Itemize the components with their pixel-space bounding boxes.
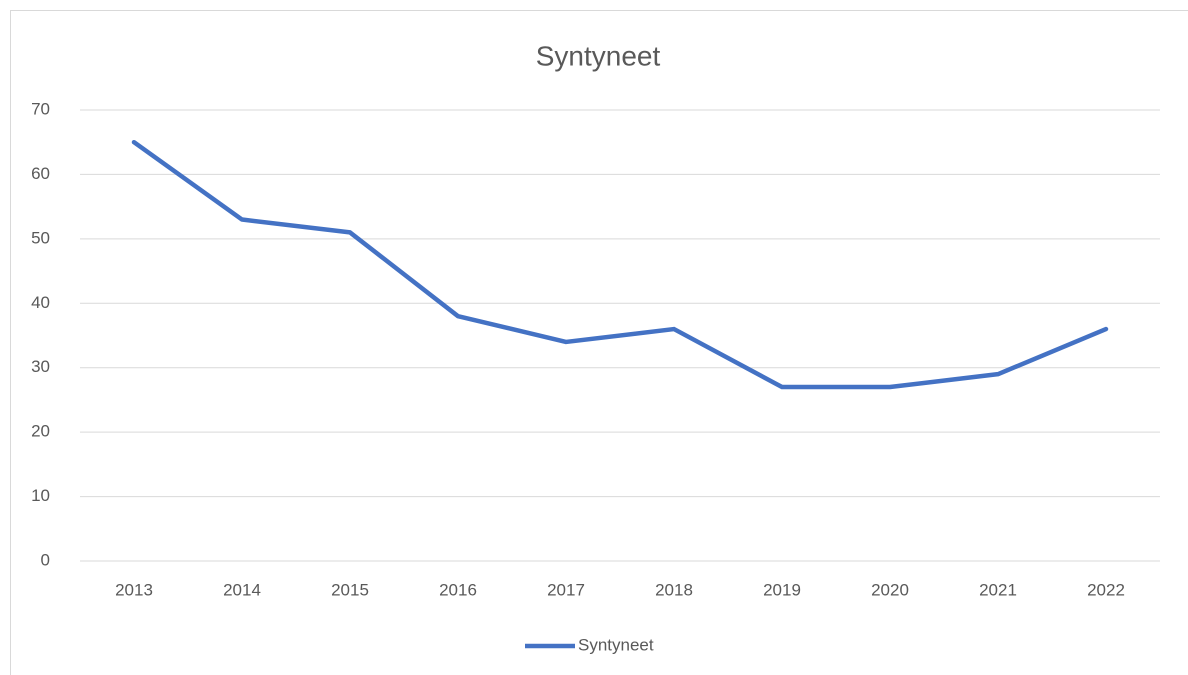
x-tick-label: 2018 xyxy=(655,580,693,599)
x-tick-label: 2015 xyxy=(331,580,369,599)
x-tick-label: 2022 xyxy=(1087,580,1125,599)
chart-title: Syntyneet xyxy=(536,40,661,71)
y-tick-label: 0 xyxy=(41,550,50,569)
x-tick-label: 2016 xyxy=(439,580,477,599)
chart-frame xyxy=(10,10,1188,675)
x-tick-label: 2013 xyxy=(115,580,153,599)
y-tick-label: 50 xyxy=(31,228,50,247)
x-tick-label: 2020 xyxy=(871,580,909,599)
data-line xyxy=(131,139,1109,390)
legend-label: Syntyneet xyxy=(578,635,654,654)
x-tick-label: 2021 xyxy=(979,580,1017,599)
x-tick-label: 2019 xyxy=(763,580,801,599)
x-tick-label: 2014 xyxy=(223,580,261,599)
y-tick-label: 10 xyxy=(31,486,50,505)
y-tick-label: 40 xyxy=(31,293,50,312)
x-tick-label: 2017 xyxy=(547,580,585,599)
y-tick-label: 70 xyxy=(31,99,50,118)
y-tick-label: 20 xyxy=(31,422,50,441)
y-tick-label: 30 xyxy=(31,357,50,376)
y-tick-label: 60 xyxy=(31,164,50,183)
